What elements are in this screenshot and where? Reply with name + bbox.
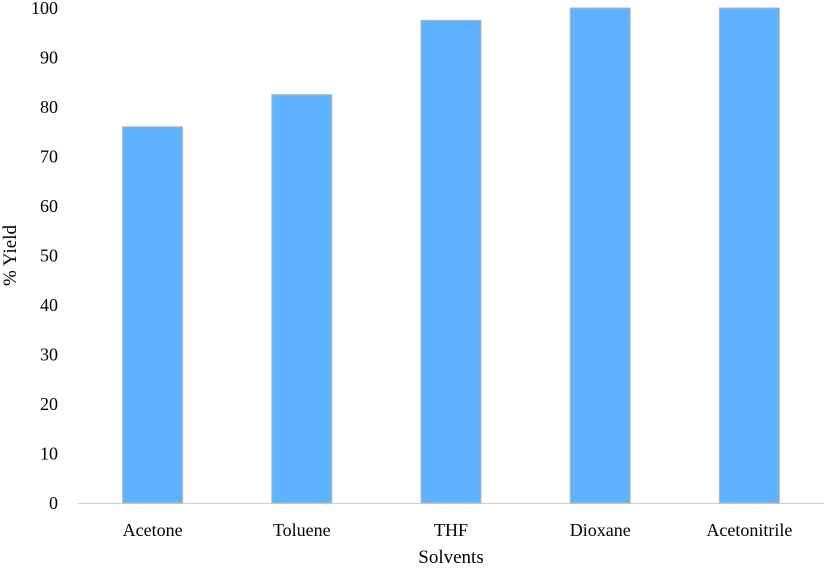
bar-dioxane: [569, 7, 631, 504]
y-tick-label: 70: [40, 147, 58, 167]
y-tick-label: 50: [40, 246, 58, 266]
bar-toluene: [271, 94, 333, 504]
x-tick-label: THF: [434, 520, 468, 540]
y-axis-ticks: 0 10 20 30 40 50 60 70 80 90 100: [31, 0, 58, 513]
bar-acetonitrile: [718, 7, 780, 504]
y-tick-label: 10: [40, 444, 58, 464]
y-tick-label: 20: [40, 394, 58, 414]
bar-series: [122, 7, 780, 504]
y-tick-label: 60: [40, 196, 58, 216]
y-tick-label: 40: [40, 295, 58, 315]
bar-thf: [420, 19, 482, 504]
x-axis-ticks: Acetone Toluene THF Dioxane Acetonitrile: [123, 520, 793, 540]
x-tick-label: Dioxane: [570, 520, 631, 540]
y-tick-label: 90: [40, 48, 58, 68]
y-axis-title: % Yield: [0, 224, 21, 286]
bar-acetone: [122, 126, 184, 504]
y-tick-label: 80: [40, 97, 58, 117]
y-tick-label: 100: [31, 0, 58, 18]
x-axis-title: Solvents: [418, 547, 483, 567]
x-tick-label: Acetonitrile: [706, 520, 792, 540]
y-tick-label: 0: [49, 493, 58, 513]
x-tick-label: Toluene: [273, 520, 331, 540]
y-tick-label: 30: [40, 345, 58, 365]
x-tick-label: Acetone: [123, 520, 183, 540]
